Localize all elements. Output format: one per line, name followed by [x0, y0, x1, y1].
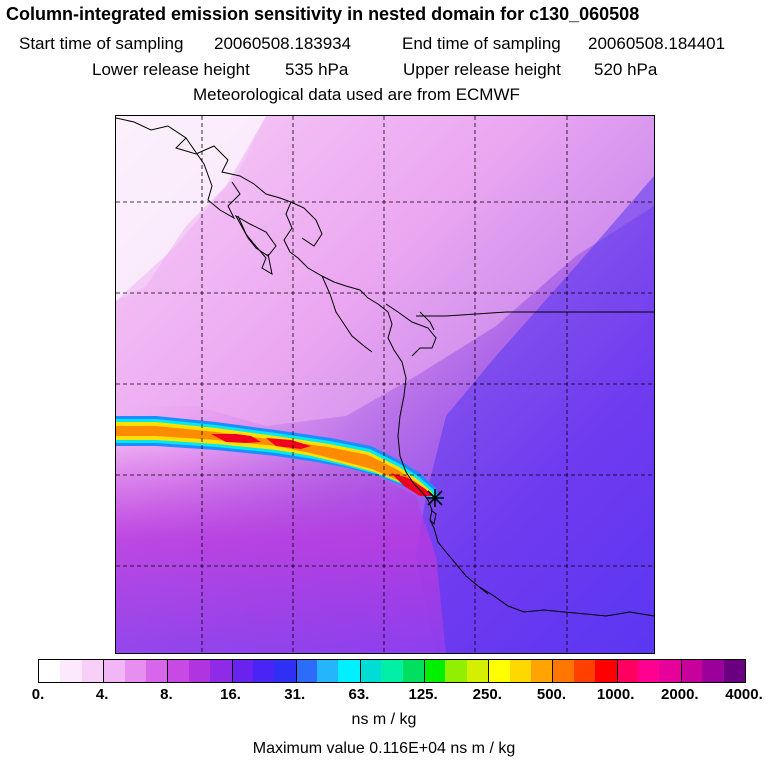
coastline-main	[116, 117, 654, 617]
colorbar-segment	[317, 660, 339, 682]
southwest-violet-zone	[116, 446, 446, 653]
meteo-source-text: Meteorological data used are from ECMWF	[193, 85, 520, 104]
colorbar-tick-label: 125.	[408, 686, 438, 703]
colorbar-tick-label: 63.	[348, 686, 370, 703]
colorbar-tick-label: 16.	[220, 686, 241, 703]
colorbar-segment	[210, 660, 232, 682]
colorbar-division	[424, 660, 426, 682]
high-sensitivity-white-patch	[116, 116, 266, 301]
colorbar-segment	[167, 660, 189, 682]
colorbar-segment	[659, 660, 681, 682]
colorbar-segment	[60, 660, 82, 682]
coastline-south-peninsula	[429, 509, 437, 526]
lower-release-label: Lower release height	[92, 60, 250, 79]
colorbar-division	[680, 660, 682, 682]
colorbar-segment	[124, 660, 146, 682]
emission-sensitivity-map	[116, 116, 654, 653]
map-panel	[115, 115, 655, 654]
colorbar-segment	[145, 660, 168, 682]
map-title: Column-integrated emission sensitivity i…	[6, 4, 640, 24]
coastline-inlet-north	[185, 137, 241, 220]
colorbar-segment	[252, 660, 275, 682]
colorbar-division	[616, 660, 618, 682]
colorbar-segment	[680, 660, 703, 682]
colorbar-division	[359, 660, 361, 682]
colorbar-tick-label: 500.	[536, 686, 567, 703]
colorbar-segment	[445, 660, 467, 682]
colorbar-segment	[103, 660, 125, 682]
colorbar-segment	[573, 660, 596, 682]
end-time-value: 20060508.184401	[588, 34, 726, 53]
coastline-gulf-east	[419, 311, 435, 331]
colorbar-tick-label: 31.	[284, 686, 306, 703]
colorbar-division	[103, 660, 105, 682]
colorbar-segment	[595, 660, 617, 682]
lower-release-value: 535 hPa	[285, 60, 349, 79]
end-time-label: End time of sampling	[402, 34, 561, 53]
colorbar-division	[167, 660, 169, 682]
colorbar-tick-label: 250.	[472, 686, 502, 703]
coastline-island-north	[234, 214, 277, 257]
colorbar-segment	[530, 660, 553, 682]
colorbar-segment	[466, 660, 489, 682]
colorbar-division	[488, 660, 490, 682]
coastline-channel	[321, 275, 373, 353]
colorbar-segment	[509, 660, 531, 682]
colorbar-segment	[402, 660, 425, 682]
colorbar	[38, 659, 746, 683]
colorbar-segment	[188, 660, 211, 682]
start-time-value: 20060508.183934	[214, 34, 352, 53]
colorbar-division	[231, 660, 233, 682]
lat-lon-grid	[116, 116, 654, 653]
asterisk-marker	[426, 489, 444, 507]
east-blue-zone	[416, 176, 654, 653]
colorbar-segment	[81, 660, 104, 682]
maximum-value-text: Maximum value 0.116E+04 ns m / kg	[252, 740, 516, 757]
coastline-bay-north	[290, 201, 323, 247]
plume-red-core-east	[391, 473, 434, 496]
colorbar-segment	[338, 660, 360, 682]
coastlines	[116, 117, 654, 617]
plume	[116, 416, 441, 500]
colorbar-segment	[723, 660, 745, 682]
colorbar-tick-label: 8.	[160, 686, 173, 703]
start-time-label: Start time of sampling	[19, 34, 184, 53]
coastline-peninsula	[237, 215, 273, 276]
colorbar-segment	[274, 660, 296, 682]
coastline-gulf	[385, 303, 437, 357]
plume-red-core-mid	[266, 438, 311, 449]
colorbar-segment	[488, 660, 510, 682]
colorbar-tick-label: 0.	[31, 686, 45, 703]
colorbar-units: ns m / kg	[351, 711, 417, 728]
colorbar-segment	[231, 660, 253, 682]
colorbar-segment	[637, 660, 660, 682]
colorbar-tick-label: 4000.	[725, 686, 763, 703]
colorbar-segment	[359, 660, 382, 682]
plume-yellow-band	[116, 422, 434, 497]
border-east	[416, 311, 654, 317]
upper-release-value: 520 hPa	[594, 60, 658, 79]
colorbar-segment	[616, 660, 638, 682]
border-south	[477, 585, 489, 595]
upper-release-label: Upper release height	[403, 60, 561, 79]
colorbar-segment	[39, 660, 61, 682]
colorbar-segment	[381, 660, 403, 682]
colorbar-division	[295, 660, 297, 682]
colorbar-tick-label: 2000.	[661, 686, 699, 703]
light-lavender-zone	[116, 116, 654, 426]
colorbar-segment	[295, 660, 318, 682]
colorbar-division	[552, 660, 554, 682]
colorbar-tick-label: 4.	[95, 686, 109, 703]
colorbar-segment	[424, 660, 446, 682]
colorbar-segment	[552, 660, 574, 682]
colorbar-tick-label: 1000.	[596, 686, 635, 703]
colorbar-segment	[702, 660, 724, 682]
plume-red-core-west	[211, 434, 261, 443]
